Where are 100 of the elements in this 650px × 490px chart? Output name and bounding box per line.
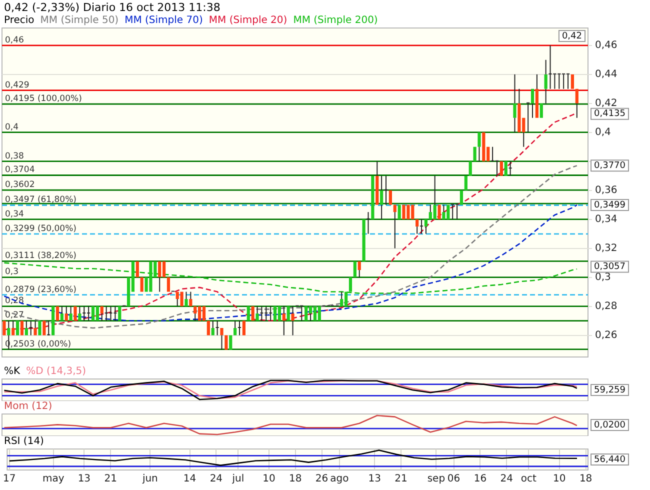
x-tick-label: jul — [231, 474, 244, 485]
candlestick — [69, 306, 72, 321]
candlestick — [544, 59, 548, 104]
data-label: 0,3770 — [594, 161, 626, 172]
y-tick-label: 0,26 — [595, 330, 618, 341]
text: MM (Simple 70) — [124, 15, 203, 26]
candlestick — [12, 320, 15, 336]
candlestick — [358, 261, 361, 278]
x-tick-label: 24 — [210, 474, 223, 485]
candlestick — [282, 306, 286, 336]
x-tick-label: may — [42, 474, 64, 485]
ref-line-label: 0,3497 (61,80%) — [5, 195, 76, 206]
x-tick-label: oct — [520, 474, 536, 485]
x-tick-label: 06 — [447, 474, 460, 485]
ref-line-label: 0,4195 (100,00%) — [5, 94, 82, 104]
candlestick — [495, 160, 499, 176]
data-label: 0,3499 — [594, 200, 626, 210]
x-tick-label: 13 — [368, 474, 381, 485]
candlestick — [451, 204, 454, 220]
candlestick — [256, 306, 259, 321]
candlestick — [291, 306, 294, 336]
x-tick-label: 18 — [289, 474, 302, 485]
y-tick-label: 0,42 — [595, 98, 618, 109]
candlestick — [308, 306, 312, 322]
text: 59,259 — [594, 385, 626, 396]
candlestick — [535, 74, 538, 118]
series-label: %D (14,3,5) — [26, 366, 86, 377]
x-tick-label: sep — [427, 474, 446, 485]
x-tick-label: 21 — [104, 474, 117, 485]
ref-line-label: 0,34 — [5, 209, 24, 220]
x-tick-label: 13 — [78, 474, 91, 485]
candlestick — [530, 88, 534, 118]
candlestick — [455, 204, 459, 220]
candlestick — [416, 219, 419, 234]
ref-line-label: 0,4 — [5, 122, 19, 132]
text: 56,440 — [594, 454, 626, 465]
data-label: 0,4135 — [594, 109, 626, 120]
candlestick — [220, 328, 224, 350]
ref-line-label: 0,38 — [5, 151, 24, 162]
ref-line-label: 0,3111 (38,20%) — [5, 251, 76, 262]
ref-line-label: 0,3704 — [5, 165, 35, 176]
data-label: 0,3057 — [594, 262, 626, 272]
candlestick — [513, 74, 516, 133]
x-tick-label: 17 — [3, 474, 16, 485]
candlestick — [64, 306, 68, 321]
candlestick — [189, 291, 192, 306]
candlestick — [433, 175, 436, 220]
y-tick-label: 0,3 — [595, 272, 611, 283]
series-label: RSI (14) — [4, 436, 44, 447]
line-series — [4, 204, 578, 322]
text: MM (Simple 50) — [40, 15, 119, 26]
x-tick-label: 18 — [579, 474, 592, 485]
candlestick — [526, 102, 530, 133]
x-tick-label: ago — [330, 474, 349, 485]
candlestick — [575, 88, 578, 118]
x-tick-label: 10 — [262, 474, 276, 485]
text: 0,0200 — [594, 420, 626, 430]
candlestick — [60, 306, 64, 321]
candlestick — [340, 291, 344, 306]
legend-title: Precio — [4, 15, 34, 26]
candlestick — [380, 175, 384, 220]
candlestick — [100, 306, 104, 322]
candlestick — [442, 204, 446, 220]
y-tick-label: 0,34 — [595, 214, 618, 225]
text: MM (Simple 20) — [208, 15, 288, 26]
x-tick-label: 16 — [474, 474, 487, 485]
series-label: %K — [4, 366, 20, 377]
x-tick-label: 10 — [553, 474, 566, 485]
x-tick-label: 24 — [500, 474, 513, 485]
candlestick — [78, 306, 82, 321]
candlestick — [393, 204, 396, 249]
y-tick-label: 0,28 — [595, 300, 618, 312]
candlestick — [566, 73, 570, 90]
x-tick-label: jun — [141, 474, 158, 485]
y-tick-label: 0,44 — [595, 68, 618, 80]
text: MM (Simple 200) — [293, 15, 378, 26]
candlestick — [194, 306, 197, 322]
series-label: Mom (12) — [4, 401, 52, 412]
y-tick-label: 0,36 — [595, 184, 618, 196]
candlestick — [24, 320, 28, 336]
y-tick-label: 0,46 — [595, 40, 618, 51]
line-series — [4, 262, 578, 294]
y-tick-label: 0,32 — [595, 242, 618, 254]
x-tick-label: 14 — [183, 474, 196, 485]
ref-line-label: 0,46 — [5, 35, 24, 46]
chart-title: 0,42 (-2,33%) Diario 16 oct 2013 11:38 — [3, 0, 222, 15]
candlestick — [211, 320, 214, 336]
x-tick-label: 26 — [315, 474, 328, 485]
candlestick — [518, 88, 521, 132]
ref-line-label: 0,2879 (23,60%) — [5, 284, 76, 295]
candlestick — [424, 219, 428, 234]
ref-line-label: 0,3 — [5, 267, 19, 278]
ref-line-label: 0,3602 — [5, 180, 35, 190]
candlestick — [376, 160, 379, 205]
candlestick — [158, 261, 162, 292]
x-tick-label: 21 — [394, 474, 408, 485]
candlestick — [184, 291, 188, 306]
ref-line-label: 0,3299 (50,00%) — [5, 224, 76, 234]
annotation: 0,42 — [562, 31, 582, 42]
line-series — [4, 165, 578, 329]
